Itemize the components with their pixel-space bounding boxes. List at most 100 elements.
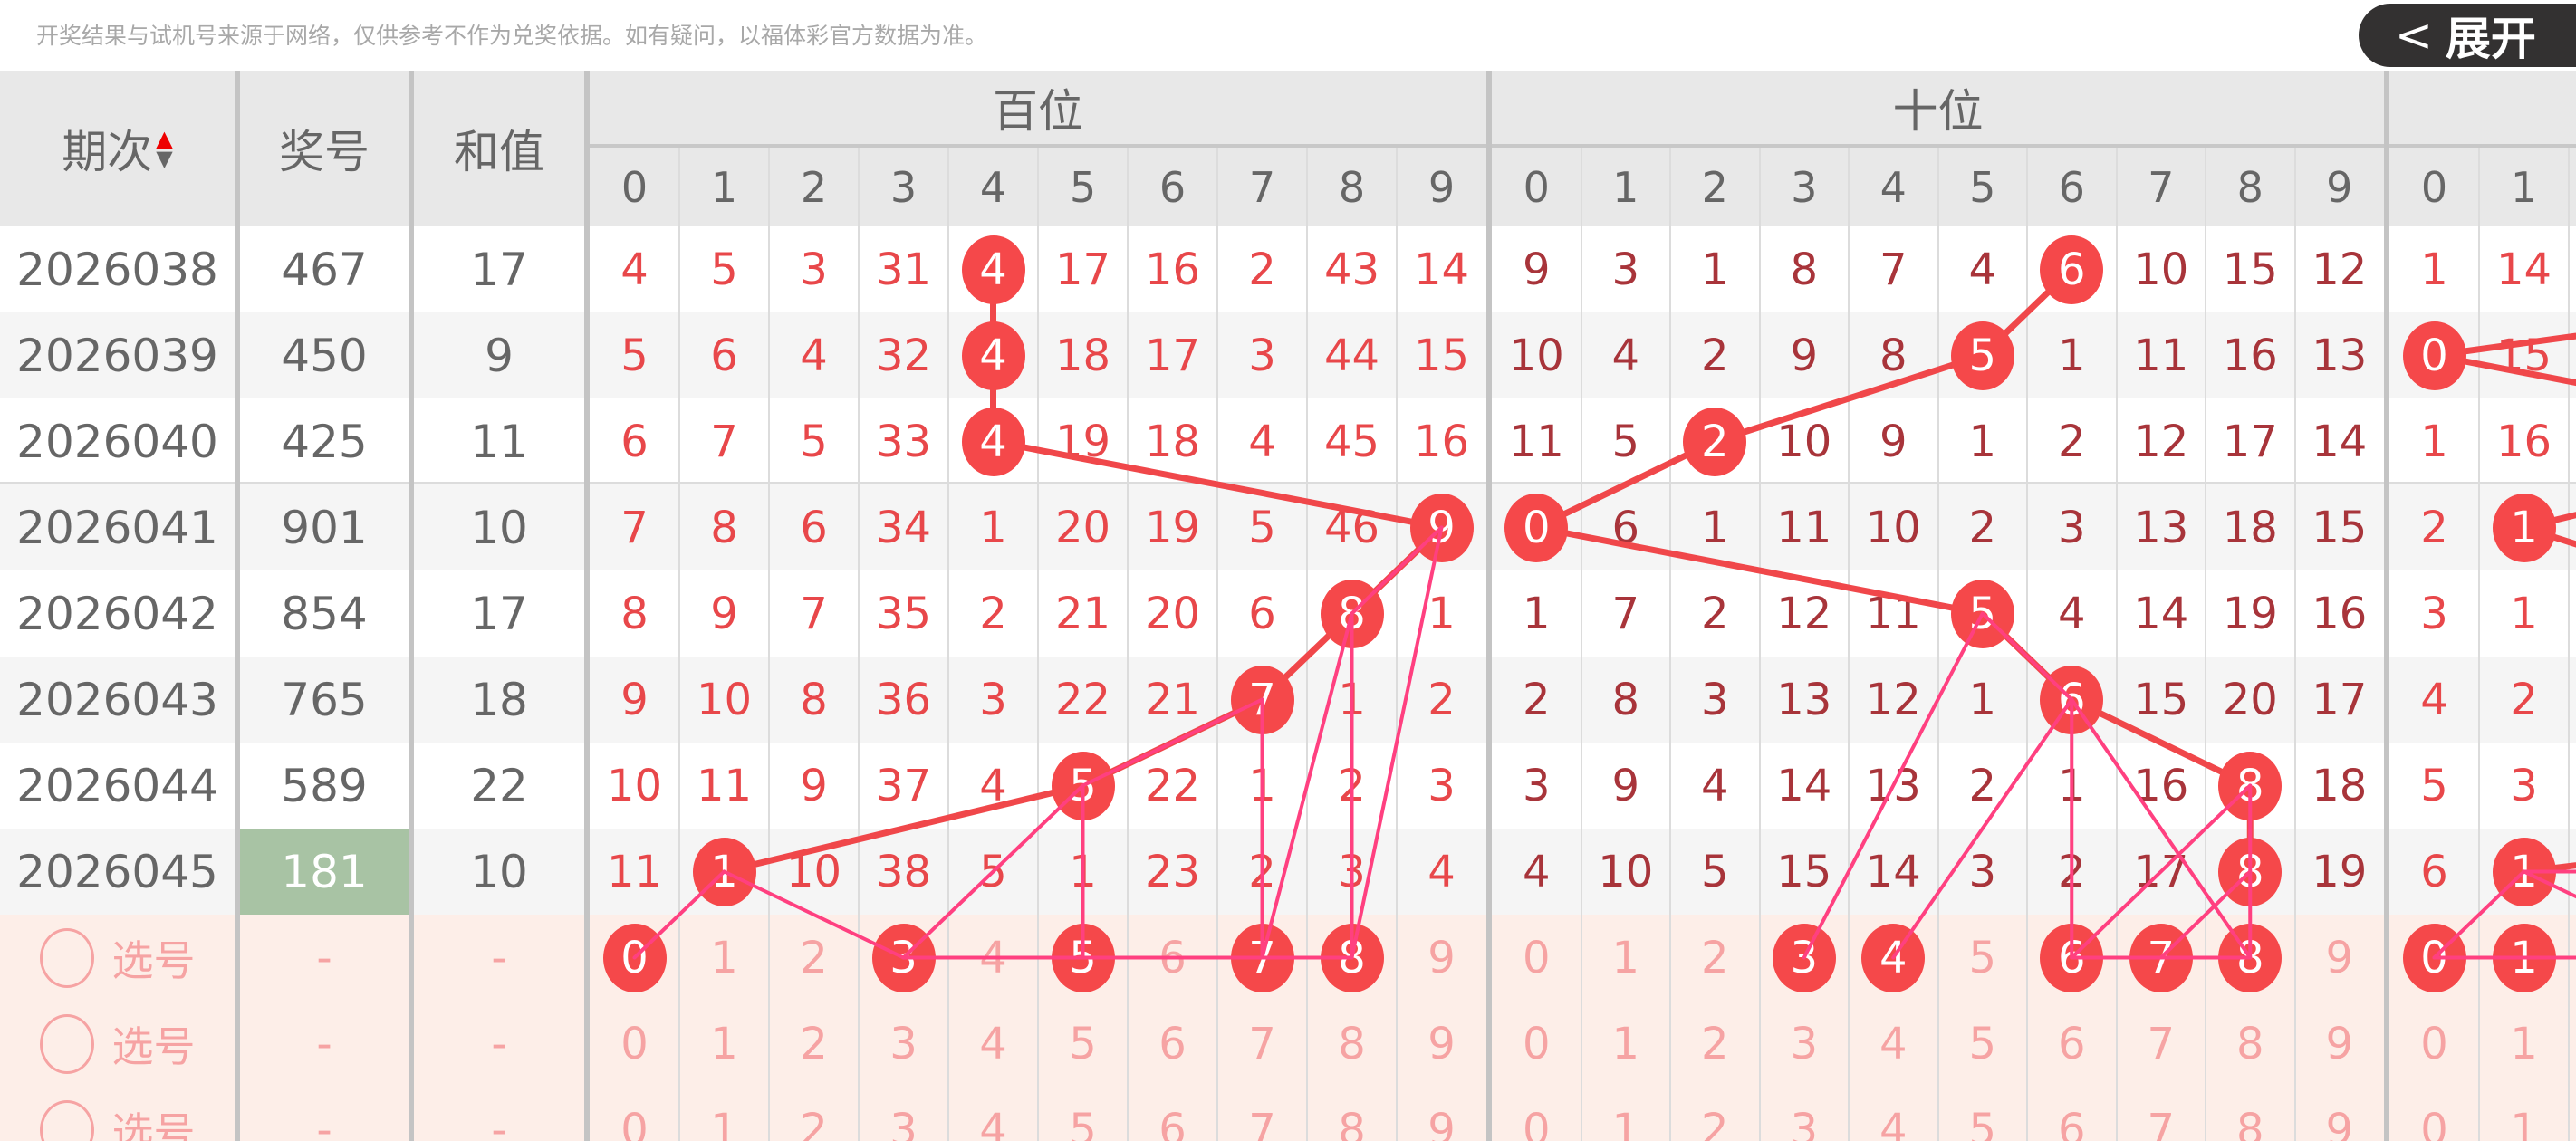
column-divider (2205, 148, 2206, 1141)
header-group-bai: 百位 (590, 71, 1486, 148)
sum-cell: 10 (470, 501, 528, 554)
select-digit[interactable]: 1 (1611, 932, 1640, 983)
select-digit[interactable]: 8 (2235, 1104, 2264, 1141)
header-digit-bai: 9 (1397, 148, 1486, 226)
select-digit[interactable]: 7 (1248, 1104, 1276, 1141)
selected-ball[interactable]: 3 (1772, 923, 1836, 992)
select-digit[interactable]: 9 (1427, 1018, 1456, 1069)
select-digit[interactable]: 1 (2510, 1018, 2538, 1069)
miss-count-cell: 8 (1879, 330, 1908, 381)
select-digit[interactable]: 2 (1700, 1104, 1729, 1141)
selection-line-segment (2070, 783, 2253, 960)
sum-cell: 18 (470, 673, 528, 726)
header-digit-bai: 2 (769, 148, 859, 226)
select-digit[interactable]: 2 (800, 1104, 828, 1141)
select-digit[interactable]: 4 (1879, 1018, 1908, 1069)
select-digit[interactable]: 3 (1790, 1104, 1819, 1141)
select-digit[interactable]: 0 (620, 1018, 649, 1069)
radio-circle-icon[interactable] (39, 1099, 94, 1141)
select-toggle[interactable]: 选号 (0, 915, 235, 1001)
select-digit[interactable]: 0 (1522, 1104, 1551, 1141)
select-digit[interactable]: 9 (2325, 1018, 2354, 1069)
miss-count-cell: 3 (979, 674, 1007, 725)
select-digit[interactable]: 2 (1700, 1018, 1729, 1069)
select-digit[interactable]: 9 (2325, 1104, 2354, 1141)
select-digit[interactable]: 4 (979, 1104, 1007, 1141)
miss-count-cell: 8 (1611, 674, 1640, 725)
select-digit[interactable]: 0 (2420, 1018, 2448, 1069)
draw-number-cell: 450 (281, 329, 368, 382)
radio-circle-icon[interactable] (39, 1013, 94, 1074)
select-digit[interactable]: 1 (710, 1018, 738, 1069)
select-digit[interactable]: 2 (1700, 932, 1729, 983)
miss-count-cell: 14 (1413, 244, 1470, 295)
miss-count-cell: 37 (875, 760, 932, 811)
miss-count-cell: 3 (1968, 846, 1997, 897)
select-digit[interactable]: 4 (1879, 1104, 1908, 1141)
header-digit-shi: 6 (2027, 148, 2117, 226)
expand-button[interactable]: < 展开 (2359, 4, 2576, 67)
select-digit[interactable]: 0 (1522, 932, 1551, 983)
header-issue[interactable]: 期次 ▲ ▼ (0, 71, 235, 226)
miss-count-cell: 2 (1968, 760, 1997, 811)
miss-count-cell: 11 (696, 760, 753, 811)
select-digit[interactable]: 4 (979, 1018, 1007, 1069)
select-digit[interactable]: 7 (2147, 1104, 2176, 1141)
select-digit[interactable]: 6 (1158, 1104, 1187, 1141)
select-digit[interactable]: 9 (2325, 932, 2354, 983)
select-digit[interactable]: 6 (2057, 1104, 2086, 1141)
select-toggle[interactable]: 选号 (0, 1087, 235, 1141)
miss-count-cell: 44 (1323, 330, 1380, 381)
miss-count-cell: 13 (2312, 330, 2368, 381)
miss-count-cell: 4 (1968, 244, 1997, 295)
select-toggle[interactable]: 选号 (0, 1001, 235, 1087)
select-digit[interactable]: 5 (1069, 1018, 1097, 1069)
select-digit[interactable]: 7 (2147, 1018, 2176, 1069)
selection-line-segment (1350, 525, 1444, 960)
selection-line-segment (1980, 611, 2074, 702)
select-digit[interactable]: 0 (620, 1104, 649, 1141)
issue-cell: 2026038 (16, 243, 218, 296)
select-digit[interactable]: 1 (710, 932, 738, 983)
select-digit[interactable]: 5 (1069, 1104, 1097, 1141)
select-digit[interactable]: 1 (710, 1104, 738, 1141)
select-digit[interactable]: 0 (2420, 1104, 2448, 1141)
select-digit[interactable]: 5 (1968, 932, 1997, 983)
select-digit[interactable]: 3 (889, 1104, 918, 1141)
select-digit[interactable]: 5 (1968, 1104, 1997, 1141)
select-digit[interactable]: 8 (1338, 1018, 1366, 1069)
miss-count-cell: 35 (875, 588, 932, 639)
select-digit[interactable]: 2 (800, 932, 828, 983)
select-label: 选号 (111, 1021, 196, 1071)
select-digit[interactable]: 1 (1611, 1018, 1640, 1069)
trend-table[interactable]: 期次▲▼奖号和值百位0123456789十位0123456789个位012345… (0, 71, 2576, 1141)
select-digit[interactable]: 1 (2510, 1104, 2538, 1141)
hit-ball: 0 (2402, 321, 2466, 390)
select-digit[interactable]: 3 (1790, 1018, 1819, 1069)
select-digit[interactable]: 1 (1611, 1104, 1640, 1141)
select-digit[interactable]: 9 (1427, 932, 1456, 983)
trend-line-segment (990, 438, 1445, 531)
issue-cell: 2026045 (16, 845, 218, 898)
miss-count-cell: 23 (1144, 846, 1201, 897)
miss-count-cell: 6 (620, 416, 649, 467)
radio-circle-icon[interactable] (39, 927, 94, 988)
select-digit[interactable]: 6 (2057, 1018, 2086, 1069)
select-digit[interactable]: 6 (1158, 1018, 1187, 1069)
miss-count-cell: 4 (620, 244, 649, 295)
selection-line-segment (2070, 697, 2253, 960)
select-digit[interactable]: 8 (2235, 1018, 2264, 1069)
select-digit[interactable]: 2 (800, 1018, 828, 1069)
select-digit[interactable]: 7 (1248, 1018, 1276, 1069)
select-digit[interactable]: 9 (1427, 1104, 1456, 1141)
select-digit[interactable]: 5 (1968, 1018, 1997, 1069)
sort-icon[interactable]: ▲ ▼ (156, 128, 172, 169)
select-digit[interactable]: 3 (889, 1018, 918, 1069)
header-digit-shi: 9 (2294, 148, 2384, 226)
miss-count-cell: 17 (1144, 330, 1201, 381)
select-digit[interactable]: 0 (1522, 1018, 1551, 1069)
column-divider (1396, 148, 1398, 1141)
header-sum: 和值 (414, 71, 584, 226)
miss-count-cell: 22 (1144, 760, 1201, 811)
select-digit[interactable]: 8 (1338, 1104, 1366, 1141)
